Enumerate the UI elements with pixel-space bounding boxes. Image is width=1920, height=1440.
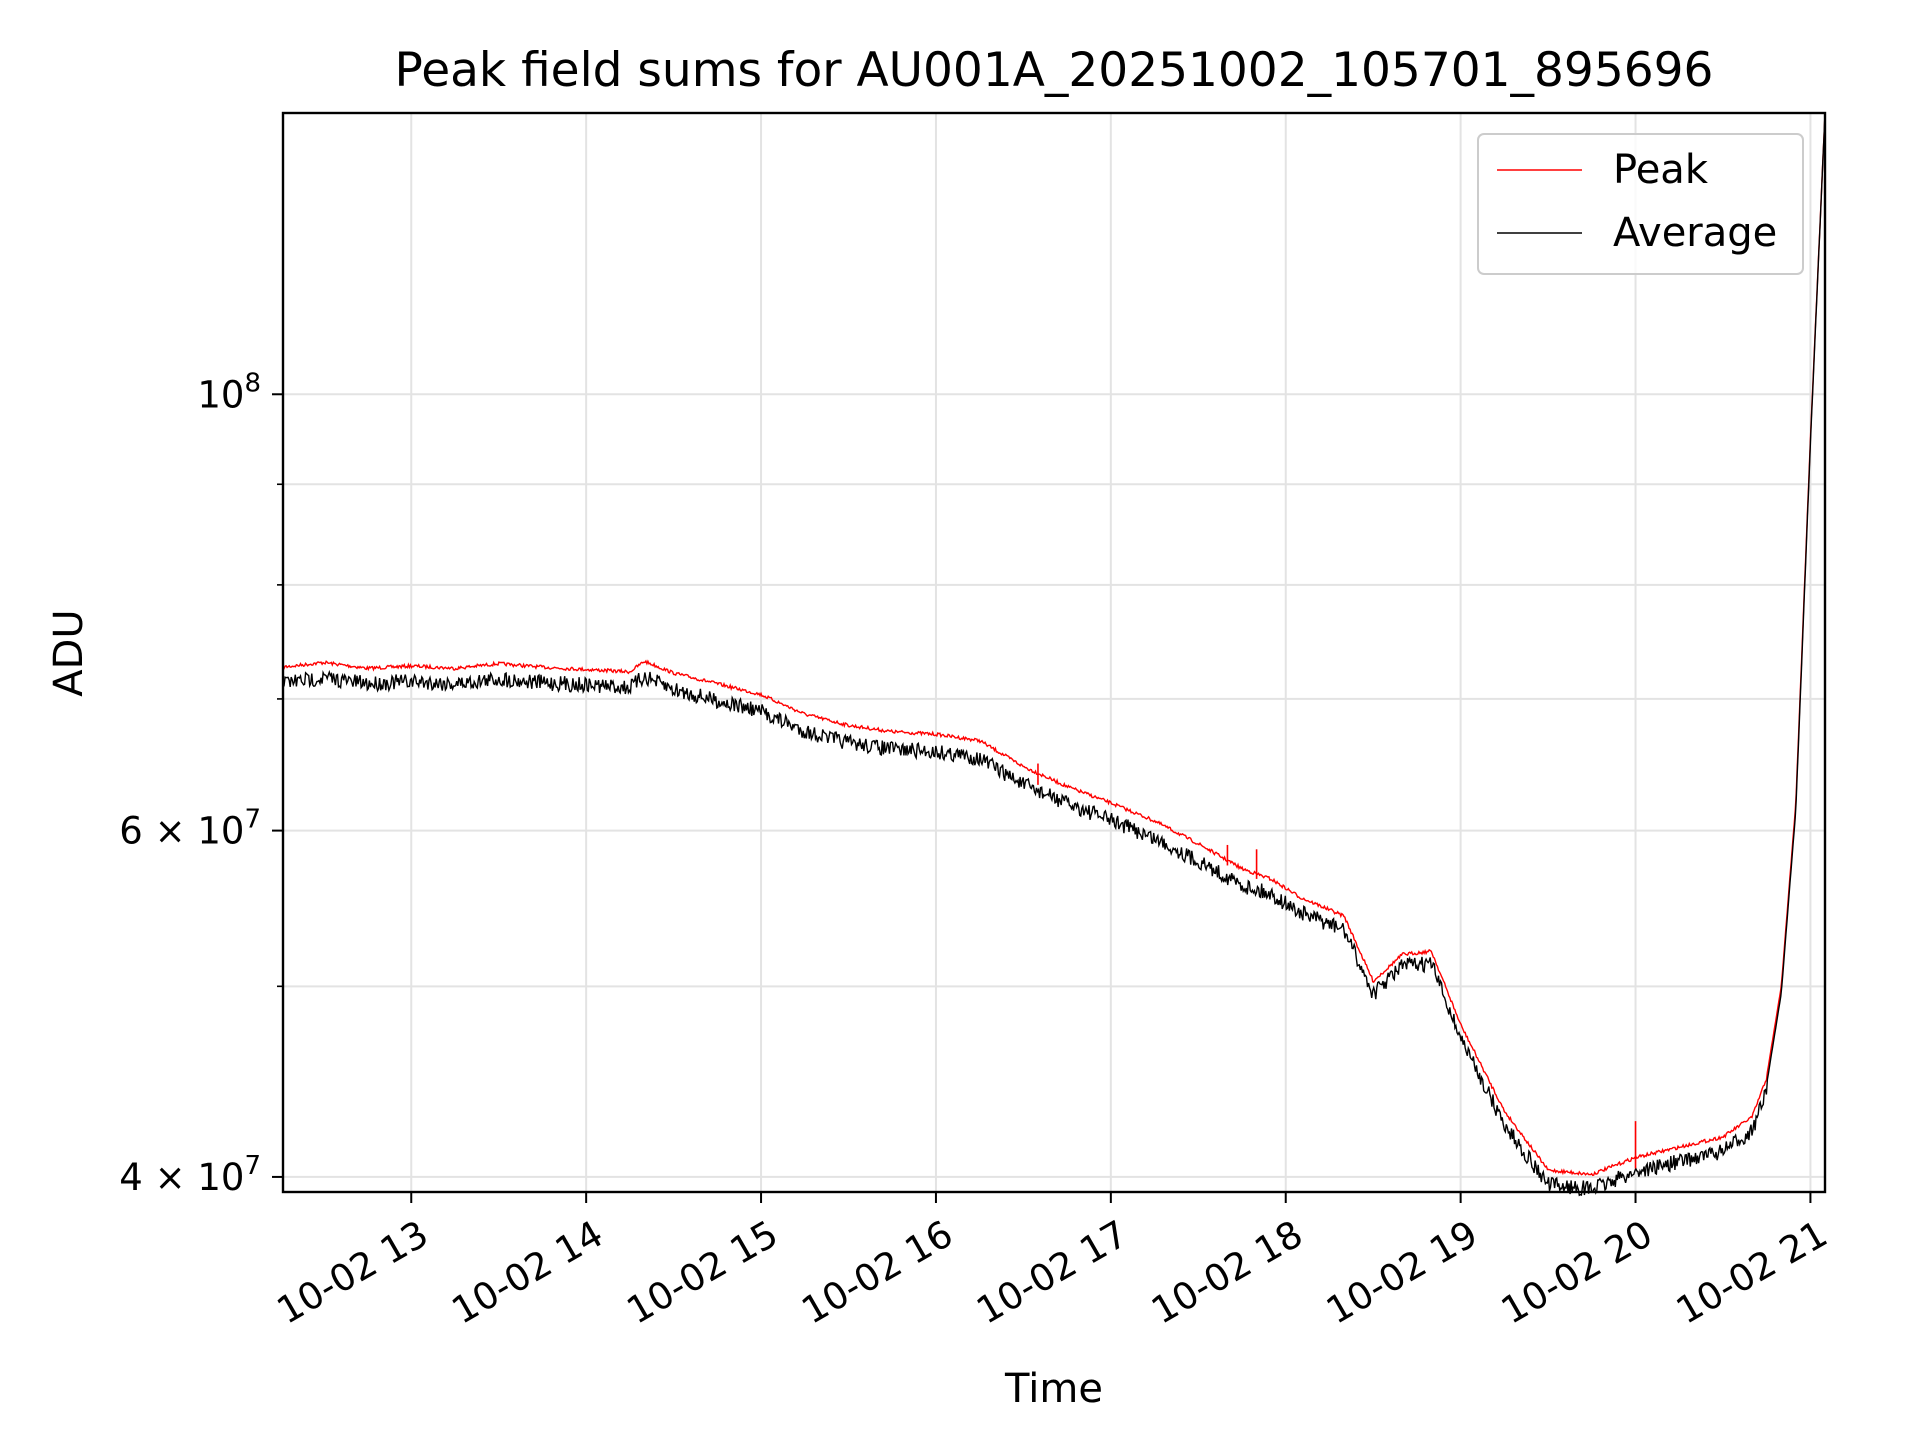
series-line-average	[282, 112, 1826, 1197]
x-tick-label: 10-02 14	[445, 1212, 611, 1332]
plot-area-frame	[281, 111, 1827, 1194]
legend-average-label: Average	[1613, 210, 1777, 256]
peak-spikes	[1037, 763, 1637, 1169]
grid	[283, 113, 1825, 1192]
x-tick-label: 10-02 17	[969, 1212, 1135, 1332]
x-tick-label: 10-02 15	[620, 1212, 786, 1332]
y-axis-label: ADU	[46, 609, 92, 696]
legend: Peak Average	[1477, 133, 1804, 275]
x-tick-label: 10-02 18	[1144, 1212, 1310, 1332]
y-axis: 4 × 107 6 × 107 108	[119, 368, 283, 1199]
series-line-peak	[282, 112, 1826, 1177]
x-tick-label: 10-02 21	[1669, 1212, 1835, 1332]
x-tick-label: 10-02 13	[270, 1212, 436, 1332]
y-tick-label: 6 × 107	[119, 805, 261, 853]
x-axis-label: Time	[1004, 1366, 1103, 1412]
y-tick-label: 4 × 107	[119, 1151, 261, 1199]
legend-peak-label: Peak	[1613, 147, 1709, 193]
chart-title: Peak field sums for AU001A_20251002_1057…	[395, 43, 1714, 98]
y-tick-label: 108	[197, 368, 261, 416]
x-tick-label: 10-02 20	[1494, 1212, 1660, 1332]
series-lines	[282, 112, 1826, 1197]
x-axis: 10-02 13 10-02 14 10-02 15 10-02 16 10-02 17…	[270, 1192, 1835, 1333]
x-tick-label: 10-02 16	[794, 1212, 960, 1332]
x-tick-label: 10-02 19	[1319, 1212, 1485, 1332]
legend-box	[1477, 133, 1804, 275]
